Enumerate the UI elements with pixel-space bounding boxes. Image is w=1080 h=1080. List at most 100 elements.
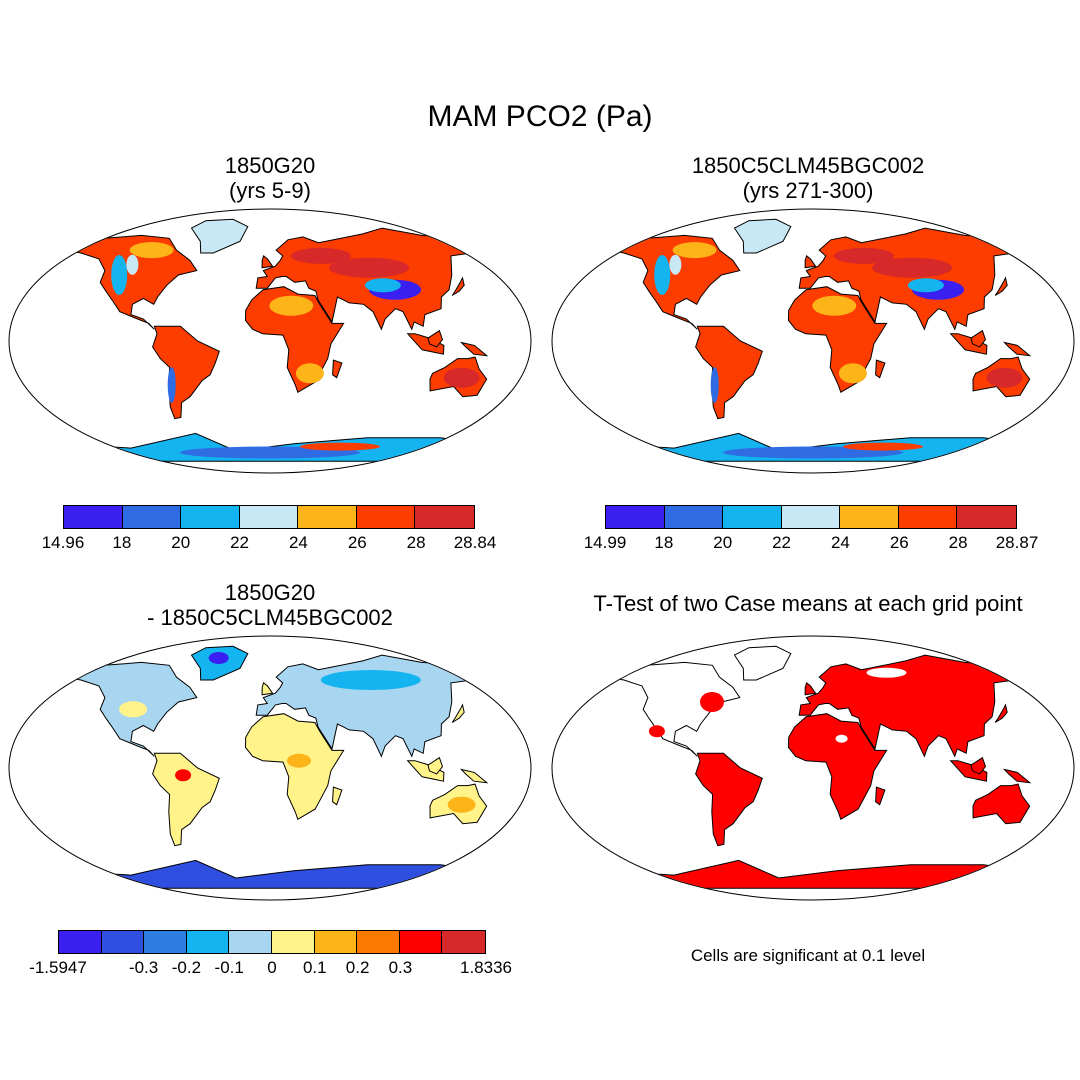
panel-4-title-line1: T-Test of two Case means at each grid po… — [593, 591, 1023, 616]
land-northAmerica — [606, 661, 741, 757]
land-borneo — [427, 329, 444, 348]
land-britain — [261, 255, 274, 269]
map-panel-1 — [8, 208, 532, 474]
land-southAmerica — [152, 325, 220, 420]
colorbar-tick-label: 14.99 — [583, 533, 627, 552]
sahara-insignificant — [835, 734, 848, 743]
land-africa — [787, 713, 888, 821]
colorbar-swatch — [723, 506, 782, 528]
colorbar-tick-label: 0.3 — [388, 958, 413, 977]
panel-3-title-line2: - 1850C5CLM45BGC002 — [147, 605, 393, 630]
land-madagascar — [875, 359, 886, 379]
colorbar-swatch — [957, 506, 1017, 528]
colorbar-swatch — [186, 931, 230, 953]
land-britain — [804, 682, 817, 696]
pco2-field — [55, 218, 515, 462]
colorbar-tick-label: 26 — [347, 533, 367, 552]
usa-slight-positive — [119, 701, 148, 718]
land-antarctica — [598, 859, 1028, 889]
rockies-low — [111, 255, 128, 295]
significance-field — [598, 645, 1058, 889]
colorbar-tick-label: 20 — [171, 533, 191, 552]
colorbar-swatch — [122, 506, 182, 528]
colorbar-panel-2: 14.99 18 20 22 24 26 28 28.87 — [584, 505, 1038, 555]
canada-mid — [672, 242, 717, 259]
antarctic-coast — [843, 442, 923, 451]
colorbar-swatch — [606, 506, 665, 528]
amazon-positive — [175, 769, 192, 782]
map-panel-4 — [551, 635, 1075, 901]
land-northAmerica — [606, 234, 741, 330]
land-australia — [972, 783, 1031, 825]
siberia-insignificant — [866, 667, 907, 678]
southern-africa-mid — [838, 363, 867, 384]
panel-2-title-line2: (yrs 271-300) — [742, 178, 874, 203]
colorbar-tick-label: 28.84 — [453, 533, 497, 552]
land-borneo — [427, 756, 444, 775]
colorbar-swatch — [64, 506, 123, 528]
colorbar-swatch — [415, 506, 475, 528]
land-antarctica — [55, 859, 485, 889]
land-japan — [994, 703, 1008, 723]
panel-3-title: 1850G20 - 1850C5CLM45BGC002 — [40, 580, 500, 630]
tibet-edge — [364, 278, 401, 293]
asia-high — [329, 257, 410, 278]
panel-1-title: 1850G20 (yrs 5-9) — [40, 153, 500, 203]
colorbar-swatch — [314, 931, 358, 953]
land-southAmerica — [695, 752, 763, 847]
land-indonesia — [949, 760, 988, 782]
colorbar-swatch — [229, 931, 272, 953]
colorbar-swatch — [357, 931, 400, 953]
colorbar-swatch — [781, 506, 841, 528]
canada-mid — [129, 242, 174, 259]
colorbar-tick-label: 28 — [406, 533, 426, 552]
colorbar-swatch — [271, 931, 315, 953]
panel-4-title: T-Test of two Case means at each grid po… — [548, 591, 1068, 616]
andes-low — [167, 367, 176, 403]
colorbar-tick-label: -0.3 — [128, 958, 159, 977]
pco2-field — [598, 218, 1058, 462]
greenland-strong-negative — [208, 652, 229, 664]
land-borneo — [970, 329, 987, 348]
colorbar-swatch — [239, 506, 299, 528]
colorbar-swatch — [399, 931, 443, 953]
significance-footnote: Cells are significant at 0.1 level — [690, 946, 926, 965]
land-greenland — [190, 218, 249, 254]
russia-high — [833, 247, 894, 264]
land-eurasia — [255, 654, 489, 758]
colorbar-tick-label: 28.87 — [995, 533, 1039, 552]
colorbar-swatch — [898, 506, 958, 528]
land-britain — [261, 682, 274, 696]
colorbar-tick-label: 26 — [889, 533, 909, 552]
land-indonesia — [406, 333, 445, 355]
colorbar-tick-label: 0.1 — [302, 958, 327, 977]
siberia-negative — [320, 670, 421, 690]
australia-high — [443, 367, 480, 388]
land-newGuinea — [459, 341, 489, 357]
panel-1-title-line2: (yrs 5-9) — [229, 178, 311, 203]
colorbar-swatch — [59, 931, 102, 953]
colorbar-tick-label: 24 — [288, 533, 308, 552]
panel-3-title-line1: 1850G20 — [224, 580, 316, 605]
colorbar-tick-label: -0.1 — [214, 958, 244, 977]
land-southAmerica — [695, 325, 763, 420]
land-indonesia — [949, 333, 988, 355]
land-northAmerica — [63, 234, 198, 330]
colorbar-tick-label: 24 — [830, 533, 850, 552]
andes-low — [710, 367, 719, 403]
colorbar-swatch — [840, 506, 899, 528]
land-madagascar — [332, 786, 343, 806]
colorbar-swatch — [181, 506, 240, 528]
land-madagascar — [332, 359, 343, 379]
colorbar-tick-label: 28 — [948, 533, 968, 552]
colorbar-tick-label: 20 — [713, 533, 733, 552]
southern-africa-mid — [295, 363, 324, 384]
colorbar-swatch — [298, 506, 357, 528]
sahara-mid — [269, 295, 314, 316]
colorbar-tick-label: -1.5947 — [29, 958, 87, 977]
antarctic-coast — [300, 442, 380, 451]
colorbar-tick-label: -0.2 — [171, 958, 202, 977]
colorbar-swatch — [101, 931, 145, 953]
colorbar-tick-label: 18 — [654, 533, 674, 552]
australia-positive — [447, 796, 476, 813]
